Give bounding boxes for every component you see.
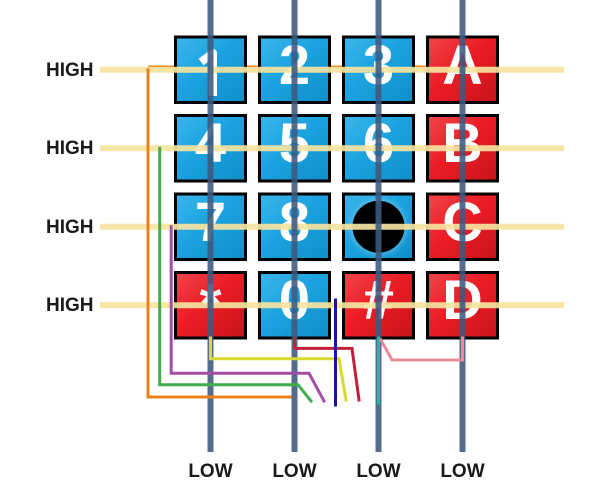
svg-text:LOW: LOW xyxy=(440,461,484,482)
svg-text:HIGH: HIGH xyxy=(46,60,94,81)
svg-text:LOW: LOW xyxy=(272,461,316,482)
svg-text:HIGH: HIGH xyxy=(46,138,94,159)
svg-text:LOW: LOW xyxy=(356,461,400,482)
svg-text:HIGH: HIGH xyxy=(46,295,94,316)
svg-text:LOW: LOW xyxy=(188,461,232,482)
svg-text:HIGH: HIGH xyxy=(46,217,94,238)
